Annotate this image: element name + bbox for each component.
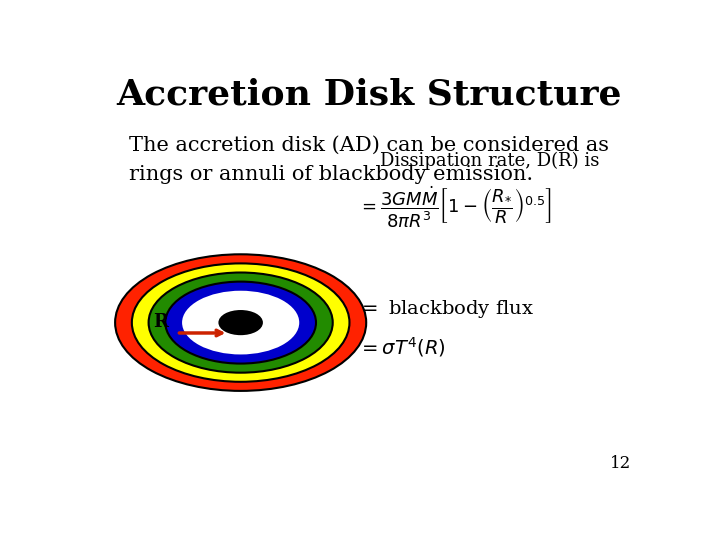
Text: Accretion Disk Structure: Accretion Disk Structure [116, 77, 622, 111]
Ellipse shape [115, 254, 366, 391]
Text: $=$ blackbody flux: $=$ blackbody flux [358, 298, 534, 320]
Text: $= \dfrac{3GM\dot{M}}{8\pi R^3}\left[1-\left(\dfrac{R_{*}}{R}\right)^{0.5}\right: $= \dfrac{3GM\dot{M}}{8\pi R^3}\left[1-\… [358, 185, 552, 231]
Text: 12: 12 [610, 455, 631, 472]
Text: The accretion disk (AD) can be considered as: The accretion disk (AD) can be considere… [129, 136, 609, 154]
Ellipse shape [220, 311, 262, 334]
Ellipse shape [166, 282, 316, 363]
Text: R: R [153, 313, 168, 331]
Ellipse shape [132, 264, 349, 382]
Ellipse shape [220, 311, 262, 334]
Text: Dissipation rate, D(R) is: Dissipation rate, D(R) is [380, 152, 600, 170]
Ellipse shape [182, 291, 300, 354]
Ellipse shape [204, 303, 277, 342]
Text: rings or annuli of blackbody emission.: rings or annuli of blackbody emission. [129, 165, 534, 184]
Ellipse shape [148, 273, 333, 373]
Text: $= \sigma T^{4}(R)$: $= \sigma T^{4}(R)$ [358, 335, 446, 359]
